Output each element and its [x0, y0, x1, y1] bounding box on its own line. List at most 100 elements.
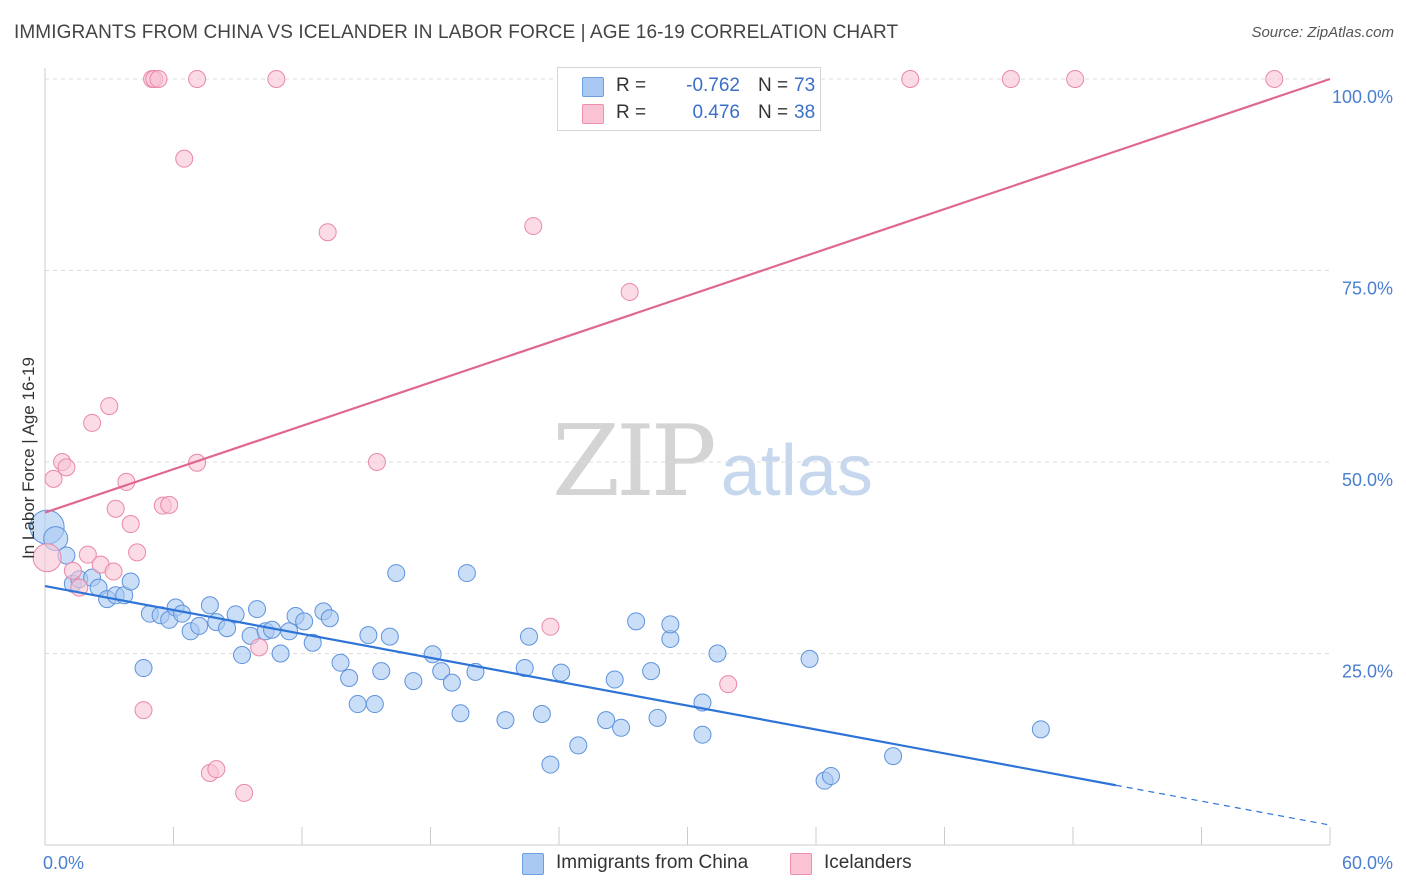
stats-legend: R = -0.762 N = 73 R = 0.476 N = 38 — [557, 67, 821, 131]
data-point — [372, 662, 391, 681]
data-point — [248, 600, 267, 619]
data-point — [1001, 70, 1020, 88]
data-point — [380, 627, 399, 646]
data-point — [250, 638, 269, 657]
data-point — [552, 663, 571, 682]
data-point — [1066, 70, 1085, 88]
data-point — [32, 543, 62, 573]
data-point — [901, 70, 920, 88]
data-point — [569, 736, 588, 755]
data-point — [57, 458, 76, 477]
watermark: ZIP atlas — [552, 405, 873, 519]
data-point — [365, 695, 384, 714]
data-point — [190, 616, 209, 635]
x-tick-label: 60.0% — [1342, 853, 1393, 873]
trend-line-icelanders — [44, 77, 1331, 514]
chart-title: IMMIGRANTS FROM CHINA VS ICELANDER IN LA… — [14, 22, 899, 43]
data-point — [128, 543, 147, 562]
data-point — [78, 545, 97, 564]
data-point — [1265, 70, 1284, 88]
legend-n-value: 73 — [794, 75, 816, 96]
data-point — [235, 783, 254, 802]
bottom-legend-label-icelanders: Icelanders — [824, 852, 912, 873]
legend-r-label: R = — [616, 102, 647, 123]
legend-r-value: 0.476 — [692, 102, 740, 123]
data-point — [188, 70, 207, 88]
data-point — [432, 662, 451, 681]
data-point — [267, 70, 286, 88]
y-tick-label: 25.0% — [1342, 662, 1393, 682]
data-point — [661, 615, 680, 634]
data-point — [457, 564, 476, 583]
data-point — [515, 659, 534, 678]
bottom-legend-swatch-icelanders — [790, 853, 812, 875]
trend-line-china — [44, 585, 1117, 787]
data-point — [200, 596, 219, 615]
series-immigrants-from-china — [29, 509, 1050, 790]
data-point — [612, 718, 631, 737]
data-point — [348, 695, 367, 714]
data-point — [295, 612, 314, 631]
source-attribution: Source: ZipAtlas.com — [1251, 24, 1394, 41]
data-point — [532, 705, 551, 724]
data-point — [524, 217, 543, 236]
data-point — [44, 469, 63, 488]
data-point — [207, 760, 226, 779]
data-point — [620, 282, 639, 301]
data-point — [303, 633, 322, 652]
y-tick-label: 75.0% — [1342, 279, 1393, 299]
legend-swatch-china — [582, 77, 604, 97]
axes — [44, 68, 1331, 846]
axis-labels: 25.0% 50.0% 75.0% 100.0% 0.0% 60.0% In Labor F… — [19, 87, 1393, 873]
data-point — [627, 612, 646, 631]
data-point — [63, 561, 82, 580]
bottom-legend-label-china: Immigrants from China — [556, 852, 749, 873]
data-point — [648, 708, 667, 727]
data-point — [233, 646, 252, 665]
y-axis-title: In Labor Force | Age 16-19 — [19, 357, 38, 559]
data-point — [83, 413, 102, 432]
data-point — [134, 659, 153, 678]
y-tick-label: 100.0% — [1332, 87, 1393, 107]
legend-swatch-icelanders — [582, 104, 604, 124]
data-point — [121, 572, 140, 591]
data-point — [693, 725, 712, 744]
data-point — [104, 562, 123, 581]
data-point — [226, 605, 245, 624]
bottom-legend-swatch-china — [522, 853, 544, 875]
data-point — [541, 755, 560, 774]
grid-lines — [45, 78, 1330, 654]
data-point — [496, 711, 515, 730]
legend-n-label: N = — [758, 102, 789, 123]
data-point — [520, 627, 539, 646]
data-point — [597, 711, 616, 730]
series-icelanders — [32, 70, 1284, 802]
data-point — [106, 499, 125, 518]
data-point — [451, 704, 470, 723]
data-point — [541, 617, 560, 636]
data-point — [100, 397, 119, 416]
watermark-atlas: atlas — [720, 431, 873, 511]
data-point — [404, 672, 423, 691]
data-point — [442, 673, 461, 692]
trend-line-extension-china — [1115, 784, 1331, 826]
data-point — [719, 675, 738, 694]
data-point — [708, 644, 727, 663]
watermark-zip: ZIP — [552, 405, 717, 519]
data-point — [605, 670, 624, 689]
data-point — [134, 701, 153, 720]
data-point — [149, 70, 168, 88]
data-point — [160, 495, 179, 514]
legend-r-value: -0.762 — [686, 75, 740, 96]
data-point — [318, 223, 337, 242]
legend-r-label: R = — [616, 75, 647, 96]
trend-lines — [44, 77, 1331, 826]
data-point — [642, 662, 661, 681]
data-point — [884, 747, 903, 766]
data-point — [367, 453, 386, 471]
data-point — [320, 609, 339, 628]
data-point — [175, 149, 194, 168]
data-point — [121, 515, 140, 534]
data-point — [188, 453, 207, 472]
